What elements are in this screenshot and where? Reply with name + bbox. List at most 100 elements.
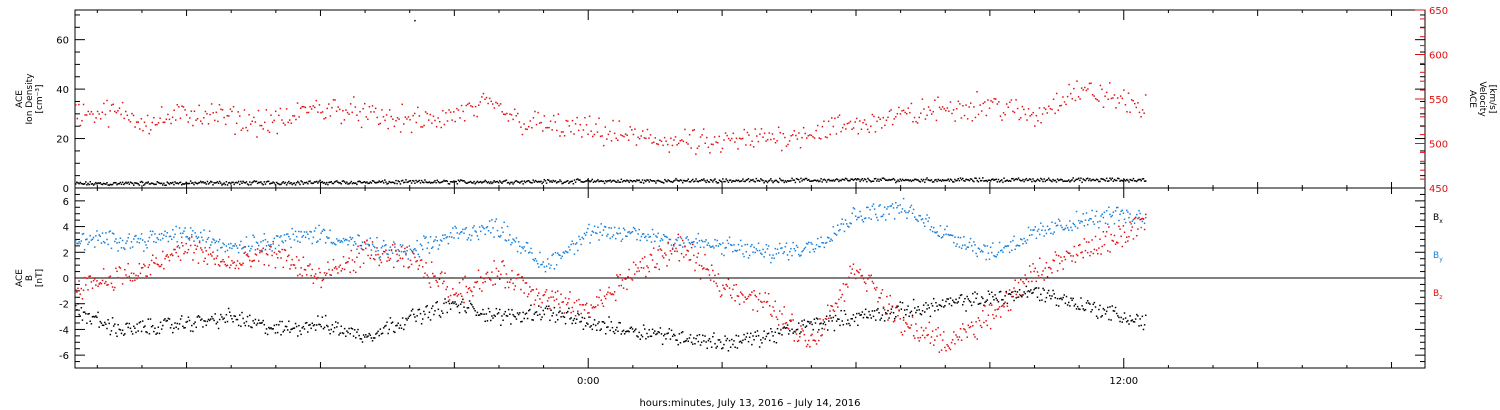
data-point — [379, 256, 382, 258]
data-point — [1082, 256, 1084, 259]
data-point — [753, 338, 755, 341]
data-point — [376, 332, 378, 334]
data-point — [318, 267, 320, 270]
data-point — [849, 120, 852, 123]
data-point — [411, 179, 414, 182]
data-point — [225, 265, 228, 267]
data-point — [844, 283, 847, 286]
data-point — [137, 121, 139, 123]
data-point — [382, 239, 385, 242]
data-point — [542, 181, 544, 183]
data-point — [779, 177, 781, 180]
data-point — [792, 332, 794, 334]
data-point — [1001, 249, 1003, 252]
data-point — [245, 236, 248, 238]
data-point — [562, 182, 565, 184]
data-point — [590, 325, 592, 327]
data-point — [414, 316, 416, 318]
legend-entry: Bz — [1433, 289, 1442, 301]
data-point — [867, 278, 869, 280]
data-point — [348, 182, 350, 185]
data-point — [977, 113, 980, 116]
data-point — [1107, 180, 1109, 182]
data-point — [406, 249, 408, 252]
data-point — [302, 183, 305, 185]
data-point — [349, 333, 351, 335]
data-point — [884, 124, 886, 127]
data-point — [745, 250, 748, 253]
data-point — [480, 312, 482, 315]
data-point — [1112, 240, 1115, 242]
data-point — [652, 180, 655, 182]
data-point — [189, 180, 192, 182]
data-point — [202, 251, 204, 253]
data-point — [332, 241, 335, 244]
data-point — [552, 312, 555, 314]
data-point — [183, 252, 185, 255]
data-point — [944, 179, 946, 182]
data-point — [994, 309, 996, 311]
data-point — [610, 293, 613, 296]
data-point — [556, 318, 559, 321]
data-point — [622, 329, 625, 332]
data-point — [1103, 211, 1106, 214]
data-point — [949, 178, 952, 181]
data-point — [1049, 266, 1051, 269]
data-point — [970, 244, 973, 247]
data-point — [822, 242, 825, 244]
data-point — [715, 282, 717, 285]
data-point — [211, 315, 213, 318]
data-point — [400, 250, 403, 253]
data-point — [878, 311, 880, 314]
data-point — [313, 324, 316, 326]
data-point — [960, 178, 963, 181]
data-point — [496, 102, 499, 105]
data-point — [811, 323, 813, 326]
y-tick-label: 2 — [63, 248, 69, 259]
data-point — [510, 243, 512, 246]
data-point — [231, 260, 233, 262]
data-point — [636, 179, 638, 181]
data-point — [1052, 289, 1054, 292]
data-point — [125, 242, 127, 245]
data-point — [536, 314, 539, 316]
data-point — [828, 237, 830, 239]
y-tick-label: -2 — [59, 300, 69, 311]
data-point — [114, 240, 116, 243]
data-point — [1075, 178, 1078, 181]
data-point — [932, 226, 935, 229]
data-point — [929, 179, 932, 182]
data-point — [410, 263, 413, 266]
data-point — [585, 302, 588, 305]
data-point — [399, 183, 402, 185]
data-point — [294, 230, 297, 233]
data-point — [926, 177, 928, 179]
data-point — [1079, 243, 1081, 246]
data-point — [303, 105, 305, 108]
data-point — [1026, 290, 1029, 293]
data-point — [799, 146, 802, 149]
data-point — [677, 180, 679, 182]
data-point — [227, 307, 230, 310]
data-point — [966, 178, 968, 181]
data-point — [374, 337, 376, 339]
data-point — [874, 177, 877, 180]
data-point — [842, 283, 845, 285]
data-point — [259, 249, 261, 252]
data-point — [1140, 218, 1142, 220]
data-point — [272, 243, 274, 245]
data-point — [736, 249, 739, 252]
data-point — [205, 241, 208, 243]
data-point — [901, 178, 904, 181]
data-point — [864, 282, 867, 285]
data-point — [1098, 227, 1100, 229]
data-point — [644, 236, 646, 239]
data-point — [709, 246, 712, 249]
data-point — [888, 303, 890, 305]
data-point — [579, 238, 581, 241]
data-point — [417, 253, 420, 256]
data-point — [300, 180, 302, 182]
data-point — [327, 261, 329, 263]
data-point — [234, 267, 237, 270]
data-point — [640, 181, 643, 184]
